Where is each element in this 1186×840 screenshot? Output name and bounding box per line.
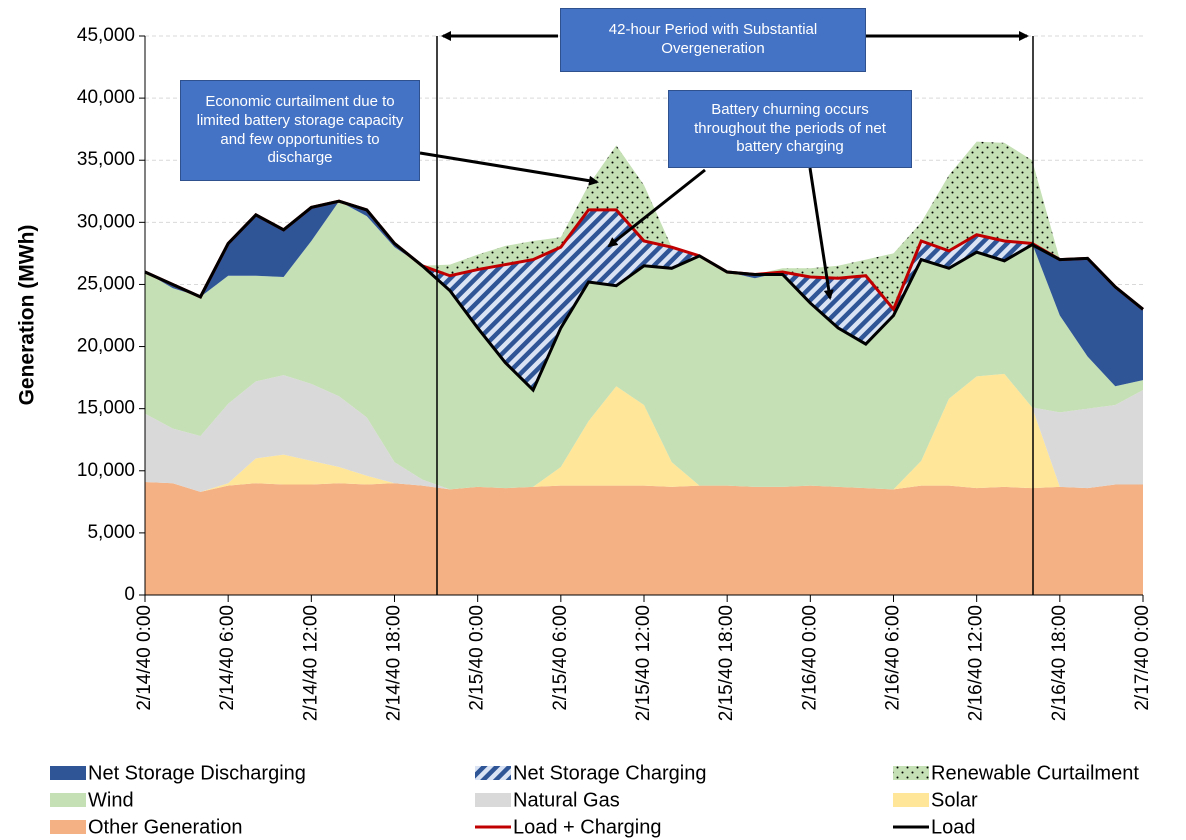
x-tick-label: 2/16/40 12:00 — [966, 605, 987, 721]
x-tick-label: 2/16/40 0:00 — [799, 605, 820, 711]
y-tick-label: 10,000 — [77, 460, 135, 481]
x-tick-label: 2/16/40 6:00 — [883, 605, 904, 711]
y-tick-label: 40,000 — [77, 87, 135, 108]
y-axis-title: Generation (MWh) — [16, 225, 39, 406]
axes: 0 5,000 10,000 15,000 20,000 25,000 30,000 35,0… — [77, 25, 1153, 721]
legend-swatch — [475, 766, 511, 780]
annotation-box: Battery churning occurs throughout the p… — [668, 90, 912, 168]
area — [145, 141, 1143, 310]
area — [145, 201, 1143, 490]
y-tick-label: 15,000 — [77, 398, 135, 419]
y-tick-label: 5,000 — [87, 522, 135, 543]
legend: Net Storage Discharging Net Storage Charg… — [50, 762, 1139, 838]
y-tick-label: 35,000 — [77, 149, 135, 170]
y-tick-label: 45,000 — [77, 25, 135, 46]
area — [145, 373, 1143, 492]
x-tick-label: 2/15/40 18:00 — [716, 605, 737, 721]
legend-swatch — [893, 766, 929, 780]
y-tick-label: 20,000 — [77, 336, 135, 357]
annotation-arrow — [808, 167, 834, 300]
x-tick-label: 2/17/40 0:00 — [1132, 605, 1153, 711]
areas — [145, 141, 1143, 595]
legend-swatch — [50, 820, 86, 834]
legend-label: Net Storage Discharging — [88, 762, 306, 784]
legend-swatch — [893, 793, 929, 807]
y-tick-label: 25,000 — [77, 273, 135, 294]
legend-swatch — [50, 793, 86, 807]
legend-label: Load + Charging — [513, 816, 661, 838]
annotation-arrow — [607, 168, 706, 248]
x-tick-label: 2/14/40 0:00 — [134, 605, 155, 711]
x-tick-label: 2/15/40 0:00 — [467, 605, 488, 711]
lines — [144, 199, 1144, 393]
legend-swatch — [475, 793, 511, 807]
legend-label: Solar — [931, 789, 978, 811]
area — [145, 481, 1143, 595]
legend-swatch — [50, 766, 86, 780]
legend-label: Wind — [88, 789, 134, 811]
annotation-box: Economic curtailment due to limited batt… — [180, 80, 420, 181]
y-tick-label: 0 — [124, 584, 135, 605]
line — [144, 199, 1144, 393]
area — [145, 373, 1143, 492]
x-tick-label: 2/14/40 18:00 — [384, 605, 405, 721]
x-tick-label: 2/14/40 12:00 — [300, 605, 321, 721]
annotation-box: 42-hour Period with Substantial Overgene… — [560, 8, 866, 72]
legend-label: Net Storage Charging — [513, 762, 706, 784]
x-tick-label: 2/16/40 18:00 — [1049, 605, 1070, 721]
legend-label: Load — [931, 816, 976, 838]
annotation-arrow — [419, 151, 599, 186]
x-tick-label: 2/14/40 6:00 — [217, 605, 238, 711]
x-tick-label: 2/15/40 6:00 — [550, 605, 571, 711]
legend-label: Other Generation — [88, 816, 243, 838]
x-tick-label: 2/15/40 12:00 — [633, 605, 654, 721]
legend-label: Natural Gas — [513, 789, 620, 811]
y-tick-label: 30,000 — [77, 211, 135, 232]
legend-label: Renewable Curtailment — [931, 762, 1139, 784]
